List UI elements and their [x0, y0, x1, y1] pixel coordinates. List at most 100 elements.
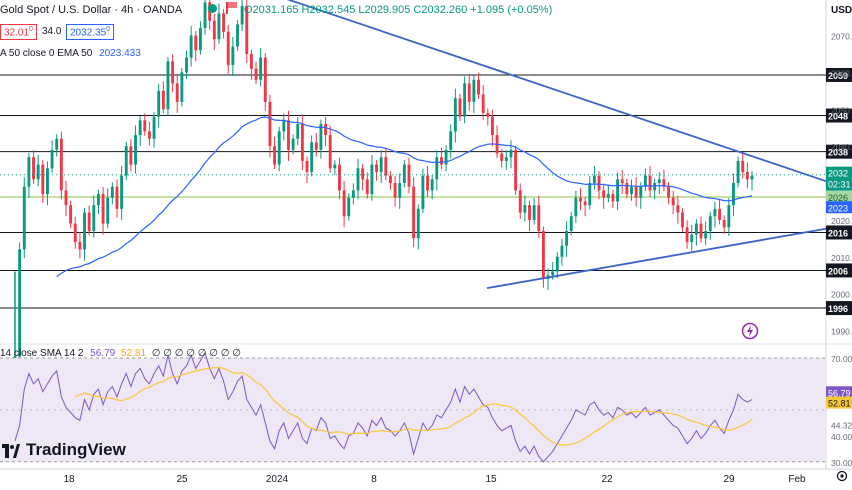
- level-badge-bg: [826, 225, 852, 240]
- candle-up: [134, 125, 137, 174]
- candle-body: [226, 31, 230, 66]
- candle-body: [611, 194, 615, 202]
- candle-down: [722, 215, 726, 234]
- lightning-icon[interactable]: [741, 322, 759, 340]
- descending-trendline: [286, 0, 827, 183]
- candle-body: [50, 149, 54, 169]
- candle-up: [46, 161, 49, 206]
- candle-body: [263, 57, 267, 102]
- sell-button[interactable]: 32.010: [0, 24, 37, 41]
- price-tick-label: 1990.0: [831, 327, 852, 337]
- candle-body: [597, 175, 601, 191]
- candle-body: [361, 168, 365, 180]
- candle-up: [453, 88, 457, 143]
- candle-body: [402, 164, 406, 184]
- symbol-title[interactable]: Gold Spot / U.S. Dollar · 4h · OANDA: [0, 4, 182, 16]
- candle-body: [268, 101, 272, 147]
- candle-up: [138, 115, 142, 147]
- flag-icon[interactable]: [224, 1, 240, 15]
- candle-down: [634, 177, 638, 207]
- candle-up: [120, 166, 124, 220]
- candle-body: [634, 186, 638, 198]
- level-badge-label: 2038: [828, 148, 848, 158]
- candle-body: [231, 46, 235, 66]
- candle-up: [333, 160, 337, 175]
- rsi-band: [0, 357, 826, 462]
- time-tick-label: 15: [485, 474, 497, 485]
- candle-body: [574, 197, 578, 217]
- candle-body: [36, 164, 40, 180]
- candle-body: [217, 13, 221, 40]
- candle-down: [597, 171, 601, 200]
- candle-body: [370, 164, 374, 195]
- candle-body: [509, 149, 513, 158]
- candle-up: [319, 119, 323, 159]
- candle-body: [115, 186, 119, 209]
- candle-up: [532, 198, 536, 225]
- candle-down: [490, 109, 494, 147]
- candle-body: [426, 175, 429, 191]
- level-badge-bg: [826, 301, 852, 316]
- candle-body: [648, 175, 652, 191]
- rsi-sma-line: [75, 366, 753, 446]
- ema-badge-label: 2023: [828, 203, 848, 213]
- candle-down: [222, 8, 226, 39]
- candle-body: [78, 242, 82, 250]
- candle-body: [745, 171, 749, 180]
- candle-up: [616, 172, 620, 211]
- candle-up: [282, 113, 286, 141]
- tradingview-logo-icon: [2, 443, 20, 458]
- candle-up: [643, 168, 647, 192]
- level-badge: 2048: [826, 108, 852, 123]
- candle-body: [338, 164, 341, 191]
- candle-up: [157, 83, 161, 128]
- buy-button[interactable]: 2032.350: [66, 24, 115, 41]
- candle-down: [426, 166, 429, 198]
- candle-body: [106, 197, 110, 224]
- candle-body: [245, 6, 249, 54]
- candle-body: [287, 120, 290, 150]
- time-tick-label: 8: [371, 474, 377, 485]
- candle-body: [690, 234, 694, 243]
- candle-down: [477, 72, 480, 99]
- candle-down: [458, 93, 462, 122]
- candle-down: [518, 183, 522, 220]
- candle-body: [222, 13, 226, 32]
- rsi-sma-legend-value: 52.81: [120, 348, 147, 359]
- candle-down: [745, 162, 749, 189]
- candle-up: [347, 193, 351, 221]
- candle-down: [268, 94, 272, 158]
- rsi-line: [14, 351, 753, 463]
- candle-down: [648, 166, 652, 198]
- price-tick-label: 2010.0: [831, 253, 852, 263]
- candle-body: [277, 131, 281, 165]
- candle-body: [22, 186, 26, 250]
- green-level-label: 2026: [828, 193, 848, 203]
- candle-up: [750, 171, 754, 191]
- candle-body: [92, 205, 96, 231]
- ema-legend[interactable]: A 50 close 0 EMA 50 2023.433: [0, 48, 141, 59]
- time-tick-label: 25: [176, 474, 188, 485]
- currency-label[interactable]: USD: [831, 5, 852, 16]
- candle-up: [449, 124, 453, 159]
- tradingview-logo[interactable]: TradingView: [2, 440, 126, 460]
- candle-down: [500, 149, 504, 168]
- candle-down: [212, 13, 216, 51]
- candle-down: [583, 197, 587, 217]
- candle-down: [412, 177, 416, 248]
- candle-body: [435, 157, 439, 180]
- ema-50-line: [56, 116, 753, 278]
- ascending-trendline: [486, 227, 827, 290]
- candle-up: [592, 166, 596, 190]
- current-price-label: 2032: [828, 169, 848, 179]
- time-tick-label: 18: [63, 474, 75, 485]
- level-badge-label: 2059: [828, 71, 848, 81]
- rsi-legend[interactable]: 14 close SMA 14 2 56.79 52.81 ∅ ∅ ∅ ∅ ∅ …: [0, 348, 241, 359]
- candle-down: [389, 171, 392, 190]
- candle-down: [625, 178, 629, 199]
- settings-gear-icon[interactable]: [835, 469, 849, 483]
- candle-down: [314, 132, 318, 157]
- candle-down: [115, 179, 119, 218]
